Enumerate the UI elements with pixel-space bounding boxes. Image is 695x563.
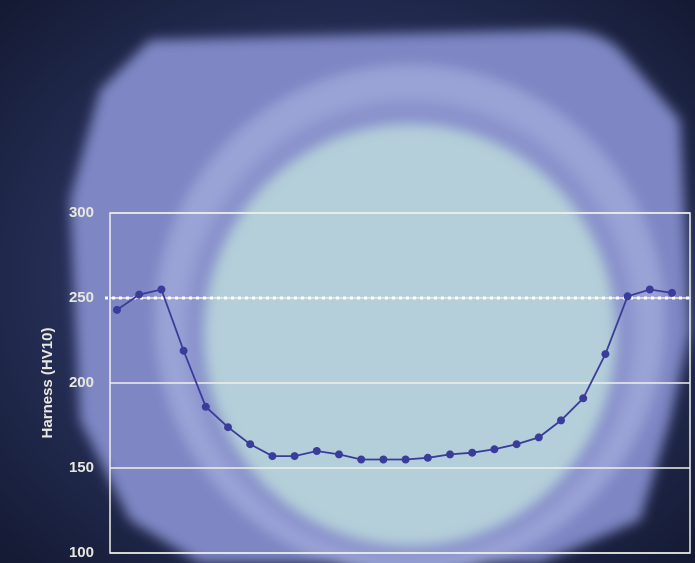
data-point bbox=[513, 440, 521, 448]
data-point bbox=[246, 440, 254, 448]
data-point bbox=[224, 423, 232, 431]
data-point bbox=[402, 456, 410, 464]
data-point bbox=[157, 286, 165, 294]
y-tick-label: 200 bbox=[69, 374, 94, 391]
chart: Harness (HV10) 100 150 200 250 300 bbox=[0, 0, 695, 563]
data-point bbox=[668, 289, 676, 297]
data-point bbox=[113, 306, 121, 314]
data-point bbox=[557, 416, 565, 424]
y-tick-label: 100 bbox=[69, 544, 94, 561]
data-point bbox=[579, 394, 587, 402]
data-point bbox=[379, 456, 387, 464]
y-tick-label: 150 bbox=[69, 459, 94, 476]
y-axis-label: Harness (HV10) bbox=[39, 328, 56, 439]
data-point bbox=[313, 447, 321, 455]
data-point bbox=[357, 456, 365, 464]
data-point bbox=[601, 350, 609, 358]
data-point bbox=[268, 452, 276, 460]
data-point bbox=[291, 452, 299, 460]
data-point bbox=[646, 286, 654, 294]
data-point bbox=[202, 403, 210, 411]
data-point bbox=[624, 292, 632, 300]
data-point bbox=[180, 347, 188, 355]
data-point bbox=[468, 449, 476, 457]
data-point bbox=[490, 445, 498, 453]
data-point bbox=[446, 450, 454, 458]
y-tick-label: 300 bbox=[69, 204, 94, 221]
data-point bbox=[335, 450, 343, 458]
data-point bbox=[535, 433, 543, 441]
data-point bbox=[424, 454, 432, 462]
y-tick-label: 250 bbox=[69, 289, 94, 306]
data-point bbox=[135, 291, 143, 299]
